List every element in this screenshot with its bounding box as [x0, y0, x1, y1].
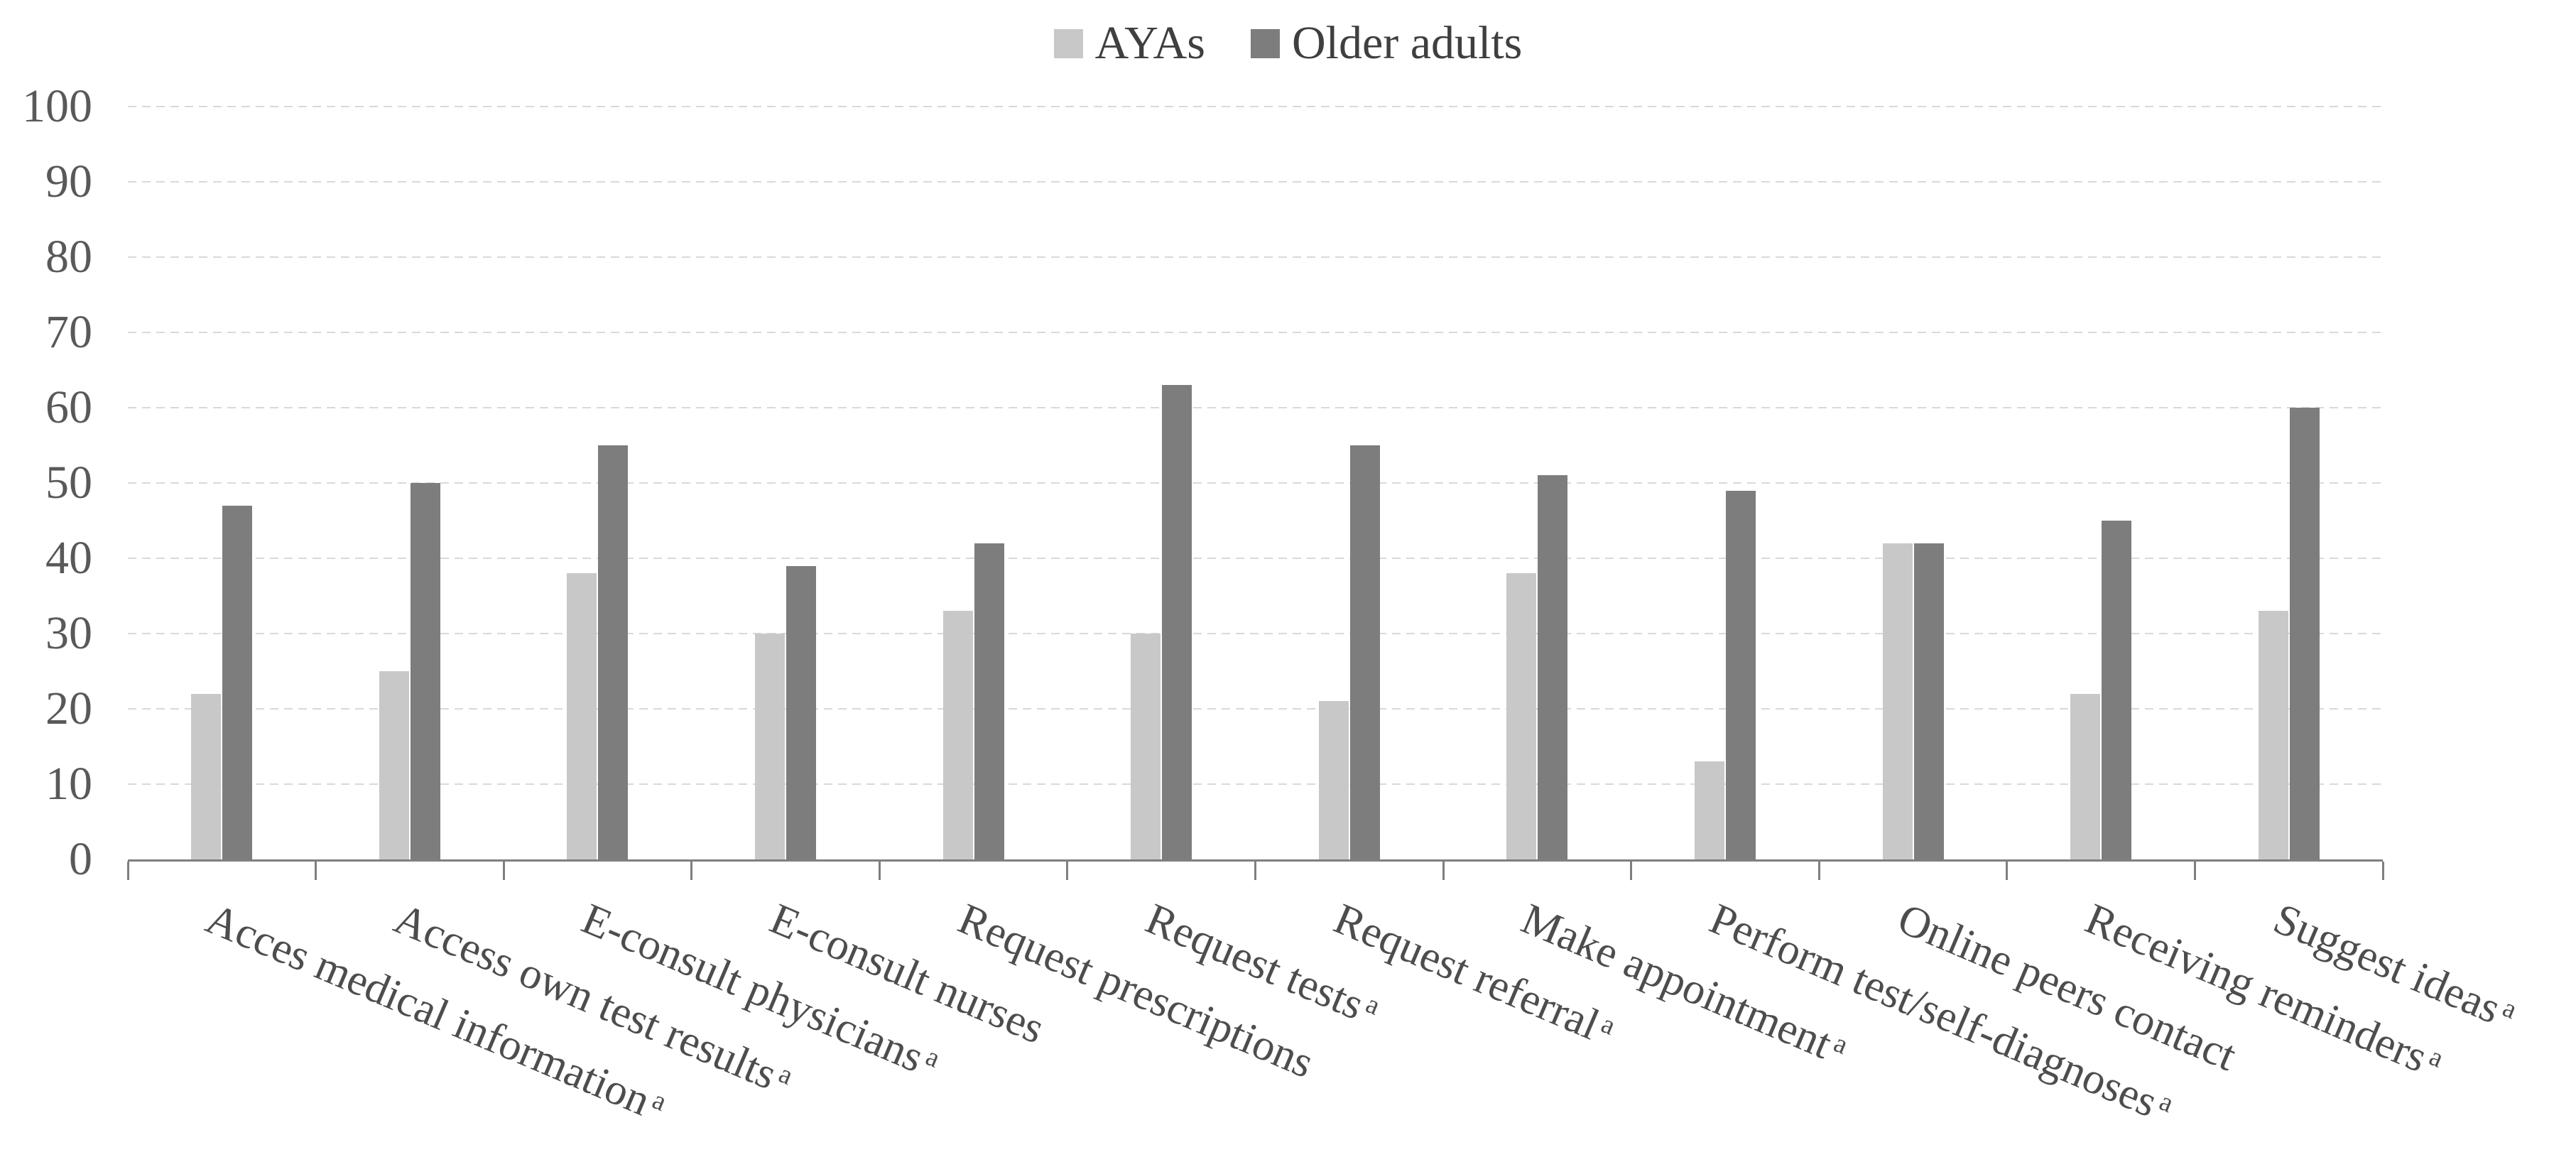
bar-ayas-2 [567, 573, 597, 859]
gridline-90 [128, 181, 2383, 183]
legend-item-ayas: AYAs [1053, 17, 1205, 69]
bar-ayas-11 [2258, 611, 2288, 859]
x-axis-tick-7 [1442, 862, 1445, 880]
bar-older-adults-1 [410, 483, 440, 859]
y-tick-label-100: 100 [22, 80, 92, 132]
x-axis-tick-9 [1817, 862, 1820, 880]
x-axis-tick-10 [2006, 862, 2009, 880]
plot-area [126, 106, 2384, 880]
x-axis-label-7: Make appointmenta [1514, 894, 1853, 1073]
x-axis-tick-2 [502, 862, 505, 880]
x-axis-tick-4 [878, 862, 881, 880]
bar-ayas-0 [191, 693, 222, 859]
legend-label: Older adults [1291, 17, 1523, 69]
x-axis-label-text: Make appointment [1514, 894, 1839, 1069]
y-tick-label-70: 70 [45, 306, 92, 358]
gridline-70 [128, 332, 2383, 333]
bar-older-adults-10 [2102, 521, 2132, 859]
bar-ayas-7 [1506, 573, 1537, 859]
bar-ayas-5 [1131, 634, 1161, 859]
x-axis-tick-12 [2381, 862, 2384, 880]
gridline-20 [128, 708, 2383, 710]
x-axis-tick-6 [1254, 862, 1256, 880]
bar-older-adults-9 [1913, 543, 1944, 859]
bar-ayas-6 [1318, 701, 1349, 859]
gridline-50 [128, 482, 2383, 484]
bar-older-adults-5 [1162, 385, 1192, 859]
bar-ayas-3 [755, 634, 786, 859]
legend-swatch-older-adults [1250, 28, 1280, 58]
x-axis-tick-0 [126, 862, 129, 880]
y-tick-label-80: 80 [45, 231, 92, 283]
gridline-100 [128, 106, 2383, 107]
gridline-60 [128, 407, 2383, 408]
y-tick-label-20: 20 [45, 683, 92, 734]
bar-older-adults-0 [222, 505, 253, 859]
gridline-40 [128, 558, 2383, 559]
x-axis-tick-8 [1630, 862, 1633, 880]
bar-older-adults-2 [598, 445, 629, 859]
bar-ayas-1 [379, 671, 409, 859]
gridline-80 [128, 256, 2383, 258]
gridline-30 [128, 633, 2383, 634]
bar-ayas-9 [1882, 543, 1913, 859]
bar-ayas-8 [1694, 761, 1724, 859]
y-tick-label-30: 30 [45, 607, 92, 659]
y-tick-label-10: 10 [45, 758, 92, 810]
x-axis-tick-1 [315, 862, 317, 880]
bar-older-adults-3 [786, 565, 817, 859]
y-tick-label-90: 90 [45, 156, 92, 207]
x-axis-tick-3 [690, 862, 693, 880]
gridline-10 [128, 783, 2383, 785]
y-tick-label-40: 40 [45, 532, 92, 584]
y-tick-label-60: 60 [45, 381, 92, 433]
x-axis-tick-5 [1066, 862, 1069, 880]
legend-label: AYAs [1094, 17, 1205, 69]
bar-ayas-4 [942, 611, 973, 859]
bar-older-adults-7 [1538, 475, 1568, 859]
bar-ayas-10 [2070, 693, 2101, 859]
bar-older-adults-6 [1349, 445, 1380, 859]
y-tick-label-50: 50 [45, 457, 92, 509]
legend-swatch-ayas [1053, 28, 1083, 58]
bar-older-adults-11 [2289, 408, 2320, 859]
x-axis-tick-11 [2193, 862, 2196, 880]
bar-older-adults-8 [1725, 490, 1756, 859]
y-tick-label-0: 0 [69, 833, 92, 885]
legend: AYAs Older adults [0, 20, 2576, 67]
legend-item-older-adults: Older adults [1250, 17, 1523, 69]
bar-older-adults-4 [974, 543, 1004, 859]
